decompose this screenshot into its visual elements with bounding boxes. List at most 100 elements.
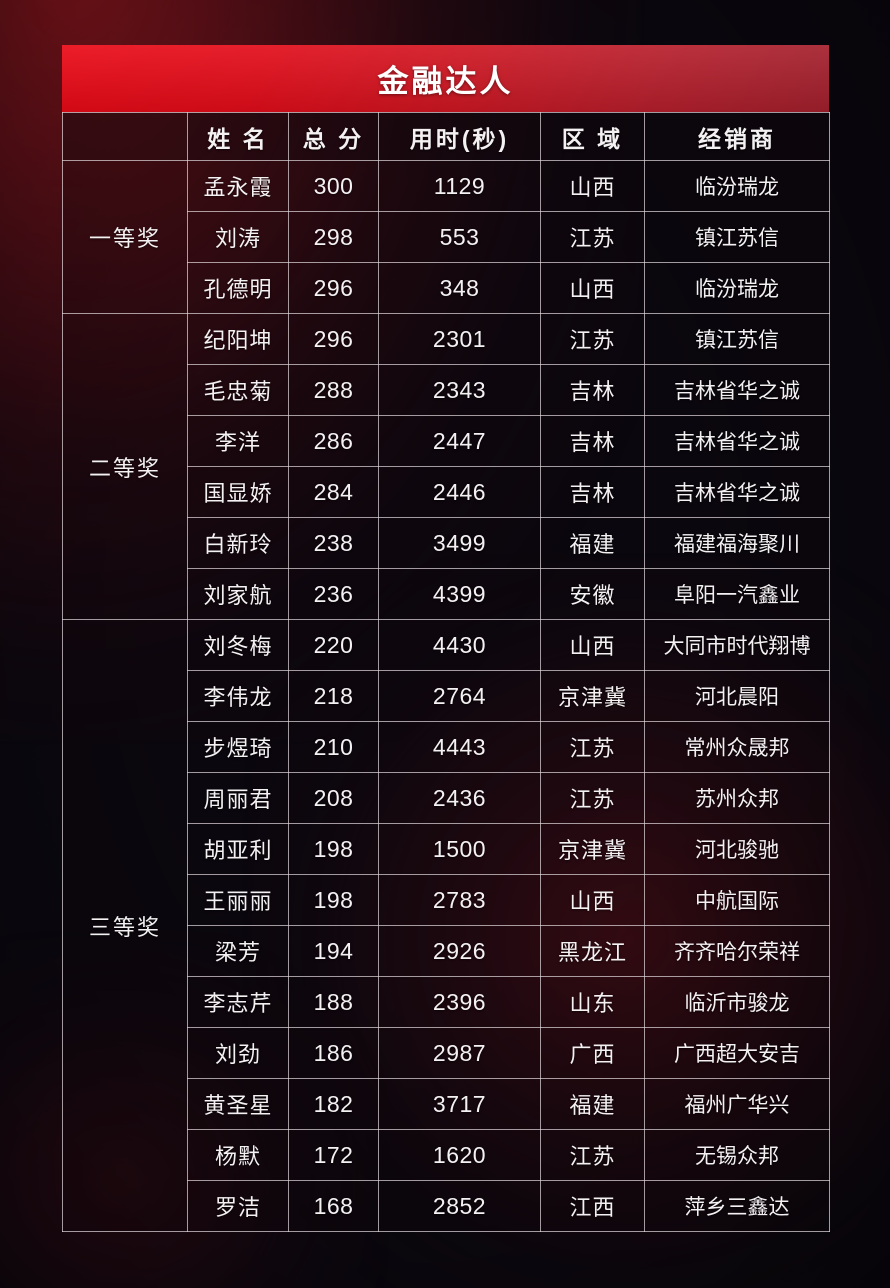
cell-time: 4443 [378,721,541,773]
cell-dealer: 吉林省华之诚 [644,466,830,518]
cell-time: 3499 [378,517,541,569]
cell-dealer: 无锡众邦 [644,1129,830,1181]
cell-name: 纪阳坤 [187,313,289,365]
cell-score: 238 [288,517,379,569]
table-row: 胡亚利 198 1500 京津冀 河北骏驰 [63,823,830,875]
cell-score: 296 [288,313,379,365]
cell-time: 4399 [378,568,541,620]
table-head: 姓 名 总 分 用时(秒) 区 域 经销商 [62,112,830,161]
cell-name: 国显娇 [187,466,289,518]
table-row: 刘劲 186 2987 广西 广西超大安吉 [63,1027,830,1079]
cell-dealer: 吉林省华之诚 [644,415,830,467]
cell-name: 孟永霞 [187,160,289,212]
cell-region: 江苏 [540,211,645,263]
cell-score: 296 [288,262,379,314]
table-body: 一等奖 孟永霞 300 1129 山西 临汾瑞龙 刘涛 298 553 江苏 镇江苏信 孔德明 296 3… [62,160,830,1232]
cell-score: 210 [288,721,379,773]
cell-score: 182 [288,1078,379,1130]
cell-score: 186 [288,1027,379,1079]
award-table-container: 金融达人 姓 名 总 分 用时(秒) 区 域 经销商 一等奖 孟永霞 300 1129… [62,45,830,1232]
cell-dealer: 河北骏驰 [644,823,830,875]
cell-dealer: 临汾瑞龙 [644,160,830,212]
cell-region: 江苏 [540,1129,645,1181]
cell-dealer: 福州广华兴 [644,1078,830,1130]
cell-dealer: 苏州众邦 [644,772,830,824]
cell-score: 298 [288,211,379,263]
cell-dealer: 镇江苏信 [644,313,830,365]
table-row: 三等奖 刘冬梅 220 4430 山西 大同市时代翔博 [62,619,830,1232]
cell-region: 京津冀 [540,823,645,875]
cell-time: 2987 [378,1027,541,1079]
cell-score: 218 [288,670,379,722]
cell-dealer: 萍乡三鑫达 [644,1180,830,1232]
prize-group-label: 三等奖 [62,619,188,1232]
cell-region: 安徽 [540,568,645,620]
cell-time: 2436 [378,772,541,824]
cell-time: 1129 [378,160,541,212]
cell-region: 广西 [540,1027,645,1079]
award-ranking-table: 姓 名 总 分 用时(秒) 区 域 经销商 一等奖 孟永霞 300 1129 山西 临汾瑞… [62,112,830,1232]
cell-region: 吉林 [540,466,645,518]
cell-name: 刘涛 [187,211,289,263]
cell-time: 2447 [378,415,541,467]
cell-name: 杨默 [187,1129,289,1181]
page-title: 金融达人 [377,64,514,99]
cell-name: 李志芹 [187,976,289,1028]
cell-time: 2783 [378,874,541,926]
cell-name: 李洋 [187,415,289,467]
cell-time: 2343 [378,364,541,416]
cell-dealer: 镇江苏信 [644,211,830,263]
cell-region: 江西 [540,1180,645,1232]
table-row: 黄圣星 182 3717 福建 福州广华兴 [63,1078,830,1130]
cell-time: 2852 [378,1180,541,1232]
table-row: 一等奖 孟永霞 300 1129 山西 临汾瑞龙 [62,160,830,314]
table-row: 周丽君 208 2436 江苏 苏州众邦 [63,772,830,824]
table-row: 步煜琦 210 4443 江苏 常州众晟邦 [63,721,830,773]
cell-region: 吉林 [540,415,645,467]
cell-name: 步煜琦 [187,721,289,773]
cell-name: 毛忠菊 [187,364,289,416]
cell-time: 1500 [378,823,541,875]
cell-name: 罗洁 [187,1180,289,1232]
cell-region: 山东 [540,976,645,1028]
prize-group-label: 一等奖 [62,160,188,314]
prize-group-label: 二等奖 [62,313,188,620]
cell-name: 李伟龙 [187,670,289,722]
column-header-dealer: 经销商 [644,112,830,161]
cell-time: 2446 [378,466,541,518]
cell-name: 王丽丽 [187,874,289,926]
cell-region: 山西 [540,619,645,671]
cell-score: 288 [288,364,379,416]
table-row: 李志芹 188 2396 山东 临沂市骏龙 [63,976,830,1028]
table-row: 李伟龙 218 2764 京津冀 河北晨阳 [63,670,830,722]
title-banner: 金融达人 [62,45,829,112]
table-row: 毛忠菊 288 2343 吉林 吉林省华之诚 [63,364,830,416]
cell-name: 黄圣星 [187,1078,289,1130]
cell-time: 2926 [378,925,541,977]
cell-score: 208 [288,772,379,824]
table-row: 梁芳 194 2926 黑龙江 齐齐哈尔荣祥 [63,925,830,977]
cell-name: 刘冬梅 [187,619,289,671]
cell-region: 福建 [540,517,645,569]
table-row: 国显娇 284 2446 吉林 吉林省华之诚 [63,466,830,518]
table-row: 刘家航 236 4399 安徽 阜阳一汽鑫业 [63,568,830,620]
cell-score: 286 [288,415,379,467]
cell-score: 188 [288,976,379,1028]
column-header-name: 姓 名 [187,112,289,161]
cell-dealer: 吉林省华之诚 [644,364,830,416]
cell-score: 220 [288,619,379,671]
cell-score: 168 [288,1180,379,1232]
cell-dealer: 常州众晟邦 [644,721,830,773]
cell-name: 刘劲 [187,1027,289,1079]
table-header-row: 姓 名 总 分 用时(秒) 区 域 经销商 [62,112,830,161]
cell-region: 京津冀 [540,670,645,722]
cell-region: 江苏 [540,313,645,365]
column-header-time: 用时(秒) [378,112,541,161]
cell-score: 284 [288,466,379,518]
cell-time: 553 [378,211,541,263]
cell-name: 胡亚利 [187,823,289,875]
cell-score: 198 [288,823,379,875]
cell-time: 348 [378,262,541,314]
cell-dealer: 广西超大安吉 [644,1027,830,1079]
column-header-score: 总 分 [288,112,379,161]
